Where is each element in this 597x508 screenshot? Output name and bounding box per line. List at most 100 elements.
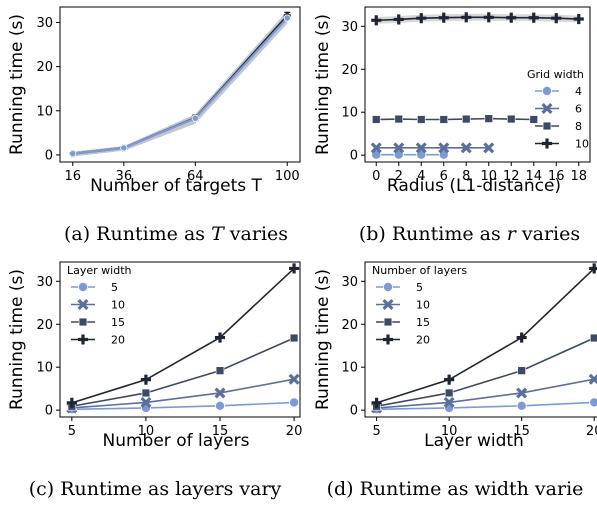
legend: Layer width 5 10 15 20: [67, 264, 132, 347]
series-line: [376, 401, 595, 411]
caption-suffix: varies: [516, 223, 580, 245]
data-point: [289, 397, 300, 408]
legend-swatch-marker: [78, 317, 88, 327]
y-tick-label: 30: [36, 16, 53, 31]
legend-entry-label: 10: [575, 138, 589, 151]
x-tick-label: 100: [275, 169, 300, 184]
x-axis-label: Number of targets T: [90, 176, 262, 196]
legend-entry-label: 10: [111, 299, 125, 312]
legend-title: Number of layers: [372, 264, 467, 277]
x-tick-label: 15: [212, 424, 229, 439]
plot-frame: [364, 6, 591, 163]
data-point: [461, 12, 472, 23]
caption-suffix: varies: [224, 223, 288, 245]
series-1: [69, 10, 291, 158]
legend-swatch-marker: [541, 102, 553, 115]
data-point: [573, 13, 584, 25]
y-tick-label: 10: [36, 361, 53, 376]
legend-swatch-marker: [541, 138, 553, 149]
data-point: [393, 149, 404, 160]
series-10: [371, 12, 584, 26]
x-axis-label: Number of layers: [103, 431, 250, 451]
series-line: [376, 267, 595, 404]
data-point: [215, 366, 225, 375]
data-point: [415, 142, 427, 154]
caption-variable: r: [507, 223, 518, 245]
x-axis-label: Layer width: [424, 431, 524, 451]
data-point: [589, 333, 597, 343]
data-point: [444, 374, 455, 385]
data-point: [460, 142, 472, 154]
chart-panel-4: 0 10 20 30 5 10 15 20 Layer width Running time (s…: [313, 261, 597, 500]
series-10: [66, 373, 300, 414]
legend-swatch-marker: [382, 298, 394, 311]
legend-entry-label: 10: [416, 299, 430, 312]
data-point: [462, 114, 471, 124]
x-tick-label: 10: [138, 424, 155, 439]
data-point: [66, 397, 77, 408]
data-point: [140, 396, 152, 408]
legend: Grid width 4 6 8 10: [527, 68, 589, 151]
data-point: [516, 400, 527, 411]
data-point: [417, 115, 426, 124]
data-point: [516, 332, 527, 343]
confidence-band: [376, 13, 579, 24]
data-point: [588, 373, 597, 385]
y-tick-label: 20: [36, 60, 53, 75]
data-point: [483, 142, 495, 154]
data-point: [394, 114, 403, 124]
x-tick-label: 36: [116, 169, 133, 184]
data-point: [289, 333, 299, 343]
y-tick-label: 10: [36, 104, 53, 119]
series-line: [376, 337, 595, 408]
legend-swatch-marker: [77, 334, 89, 345]
series-line: [72, 17, 289, 155]
data-point: [551, 13, 562, 24]
data-point: [438, 149, 449, 160]
y-axis-label: Running time (s): [313, 269, 333, 410]
legend-entry-label: 5: [111, 281, 118, 294]
series-6: [370, 142, 495, 154]
legend-swatch-marker: [542, 121, 552, 131]
series-line: [71, 378, 295, 409]
data-point: [444, 388, 454, 398]
x-tick-label: 5: [372, 424, 380, 439]
legend-entry-label: 6: [575, 103, 582, 116]
data-point: [589, 263, 597, 274]
y-tick-label: 10: [341, 106, 358, 121]
data-point: [516, 387, 528, 399]
chart-caption: (d) Runtime as width varie: [327, 478, 584, 500]
data-point: [439, 115, 448, 124]
data-point: [528, 12, 539, 23]
plot-frame: [364, 261, 597, 418]
y-tick-label: 30: [36, 275, 53, 290]
y-axis-label: Running time (s): [7, 269, 27, 410]
data-point: [589, 397, 597, 408]
caption-prefix: (b) Runtime as: [359, 223, 507, 245]
data-point: [214, 332, 226, 343]
data-point: [484, 114, 493, 123]
series-4: [371, 149, 449, 160]
data-point: [191, 114, 199, 122]
plot-frame: [59, 261, 301, 418]
x-tick-label: 4: [417, 169, 425, 184]
data-point: [140, 374, 151, 385]
y-tick-label: 30: [341, 20, 358, 35]
x-tick-label: 16: [548, 169, 565, 184]
legend-swatch-marker: [542, 86, 553, 97]
data-point: [371, 15, 382, 26]
y-tick-label: 0: [350, 149, 358, 164]
legend-title: Layer width: [67, 264, 132, 277]
legend-entry-label: 15: [111, 316, 125, 329]
data-point: [288, 373, 300, 385]
series-line: [72, 15, 289, 155]
x-tick-label: 16: [64, 169, 81, 184]
y-tick-label: 0: [45, 148, 53, 163]
data-point: [120, 144, 128, 152]
legend-entry-label: 4: [575, 85, 582, 98]
data-point: [416, 13, 427, 24]
y-tick-label: 30: [341, 275, 358, 290]
y-tick-label: 0: [45, 404, 53, 419]
x-tick-label: 15: [513, 424, 530, 439]
